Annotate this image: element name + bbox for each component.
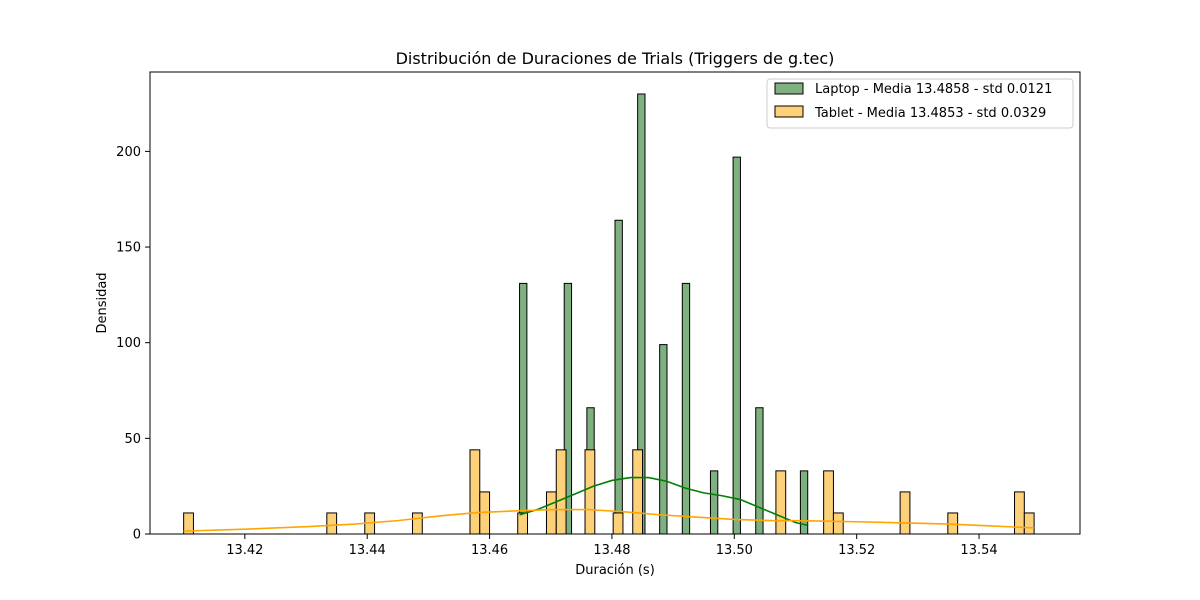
- laptop-bar-8: [709, 470, 719, 535]
- tablet-bar-14: [823, 470, 834, 535]
- tablet-bar-8: [545, 491, 557, 535]
- x-axis-label: Duración (s): [575, 563, 655, 578]
- y-tick-label: 0: [133, 528, 141, 543]
- tablet-bar-4: [411, 512, 423, 535]
- y-axis: 0 50 100 150 200: [116, 145, 150, 543]
- x-tick-label: 13.42: [226, 543, 263, 558]
- x-tick-label: 13.54: [960, 543, 997, 558]
- tablet-bar-19: [1023, 512, 1035, 535]
- y-tick-label: 50: [124, 432, 141, 447]
- legend: Laptop - Media 13.4858 - std 0.0121 Tabl…: [766, 78, 1074, 129]
- x-tick-label: 13.52: [838, 543, 875, 558]
- y-tick-label: 200: [116, 145, 141, 160]
- x-tick-label: 13.48: [593, 543, 630, 558]
- tablet-bar-2: [326, 512, 338, 535]
- tablet-bar-11: [612, 512, 624, 535]
- y-tick-label: 100: [116, 336, 141, 351]
- laptop-bar-1: [519, 282, 528, 535]
- laptop-bar-9: [732, 156, 741, 535]
- legend-swatch-laptop: [774, 82, 804, 95]
- y-axis-label: Densidad: [95, 272, 110, 333]
- laptop-bar-4: [614, 219, 623, 535]
- legend-box: [766, 78, 1074, 129]
- laptop-bar-6: [659, 344, 668, 535]
- legend-label-tablet: Tablet - Media 13.4853 - std 0.0329: [814, 106, 1046, 121]
- tablet-bar-13: [775, 470, 787, 535]
- x-tick-label: 13.44: [349, 543, 386, 558]
- y-tick-label: 150: [116, 241, 141, 256]
- axes-frame: [149, 71, 1081, 535]
- tablet-bar-9: [555, 449, 567, 535]
- laptop-bar-10: [755, 407, 764, 535]
- tablet-bar-16: [899, 491, 911, 535]
- tablet-bar-10: [584, 449, 596, 535]
- tablet-bar-7: [517, 512, 529, 535]
- laptop-bar-7: [681, 282, 691, 535]
- x-tick-label: 13.46: [471, 543, 508, 558]
- x-axis: 13.42 13.44 13.46 13.48 13.50 13.52 13.54: [226, 534, 998, 558]
- tablet-kde-line: [183, 508, 1035, 532]
- laptop-kde-line: [519, 476, 808, 527]
- x-tick-label: 13.50: [716, 543, 753, 558]
- tablet-bar-5: [469, 449, 481, 535]
- tablet-bar-15: [832, 512, 844, 535]
- tablet-bar-12: [632, 449, 644, 535]
- chart-title: Distribución de Duraciones de Trials (Tr…: [396, 49, 835, 68]
- legend-swatch-tablet: [774, 105, 804, 118]
- legend-label-laptop: Laptop - Media 13.4858 - std 0.0121: [815, 82, 1052, 97]
